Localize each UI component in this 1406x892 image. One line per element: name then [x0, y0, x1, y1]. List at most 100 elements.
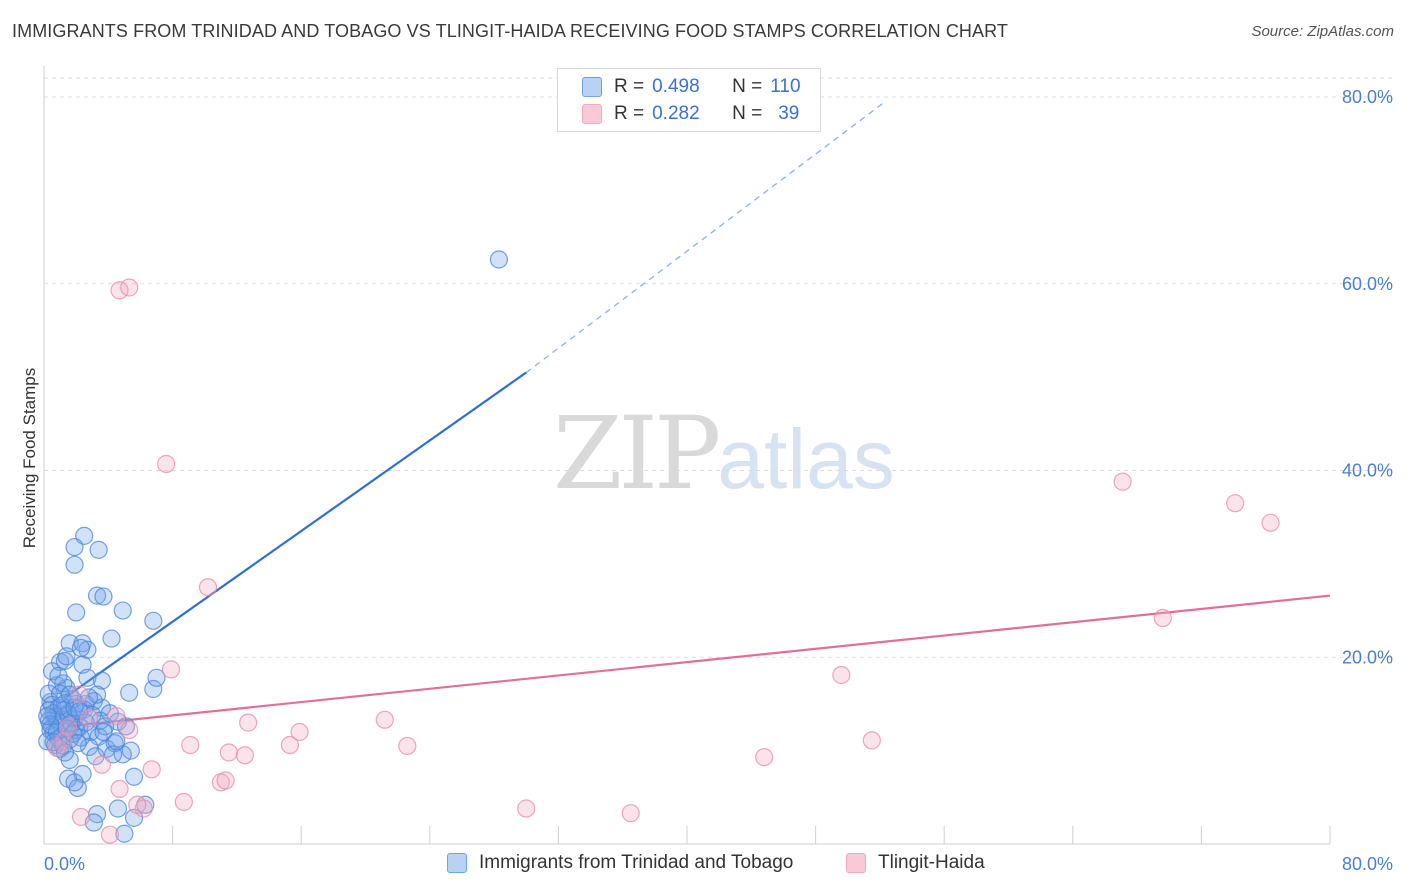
data-point-trinidad	[67, 603, 86, 622]
legend-n-label: N =	[732, 76, 763, 97]
stats-legend: R = 0.498 N = 110 R = 0.282 N = 39	[557, 68, 821, 132]
legend-row-series-2: R = 0.282 N = 39	[582, 102, 799, 126]
legend-r-label: R =	[614, 103, 645, 124]
data-point-trinidad	[65, 555, 84, 574]
data-point-trinidad	[78, 668, 97, 687]
data-point-tlingit	[235, 746, 255, 765]
data-point-tlingit	[290, 722, 309, 742]
data-point-tlingit	[755, 748, 774, 767]
data-point-trinidad	[144, 611, 163, 630]
data-point-tlingit	[517, 799, 536, 818]
data-point-trinidad	[144, 679, 163, 699]
bottom-legend-label-2: Tlingit-Haida	[878, 852, 985, 873]
data-point-trinidad	[108, 799, 128, 818]
data-point-trinidad	[102, 629, 121, 648]
bottom-legend-swatch-blue	[447, 853, 467, 873]
data-point-tlingit	[174, 792, 193, 812]
data-points	[38, 250, 1280, 844]
data-point-tlingit	[219, 743, 238, 762]
data-point-trinidad	[113, 601, 132, 620]
data-point-tlingit	[142, 760, 161, 779]
data-point-tlingit	[239, 713, 258, 732]
data-point-tlingit	[181, 735, 200, 755]
bottom-legend-item-2: Tlingit-Haida	[846, 852, 985, 874]
data-point-tlingit	[161, 660, 181, 679]
legend-r-value: 0.498	[652, 76, 700, 97]
data-point-tlingit	[120, 720, 139, 740]
y-tick-label: 60.0%	[1342, 274, 1393, 294]
y-tick-label: 40.0%	[1342, 461, 1393, 481]
data-point-trinidad	[71, 638, 91, 658]
data-point-tlingit	[110, 779, 129, 799]
bottom-legend-label-1: Immigrants from Trinidad and Tobago	[479, 852, 794, 873]
data-point-trinidad	[65, 537, 84, 557]
data-point-tlingit	[70, 685, 89, 704]
trend-lines	[65, 100, 1331, 728]
data-point-trinidad	[89, 540, 108, 559]
data-point-tlingit	[375, 710, 394, 729]
data-point-tlingit	[1226, 494, 1245, 513]
data-point-trinidad	[49, 666, 68, 686]
data-point-trinidad	[124, 767, 144, 786]
watermark-zip: ZIP	[553, 395, 721, 512]
x-tick-label: 0.0%	[44, 854, 85, 874]
y-axis-label: Receiving Food Stamps	[20, 368, 39, 548]
data-point-tlingit	[128, 795, 147, 814]
data-point-tlingit	[157, 454, 176, 474]
data-point-tlingit	[54, 732, 73, 751]
bottom-legend-item-1: Immigrants from Trinidad and Tobago	[447, 852, 793, 874]
chart-title: IMMIGRANTS FROM TRINIDAD AND TOBAGO VS T…	[12, 21, 1008, 41]
legend-n-value: 39	[778, 103, 800, 124]
watermark: ZIPatlas	[553, 395, 895, 512]
data-point-trinidad	[115, 824, 134, 843]
legend-r-label: R =	[614, 76, 645, 97]
data-point-tlingit	[198, 578, 218, 597]
data-point-tlingit	[47, 738, 66, 757]
data-point-tlingit	[107, 706, 126, 726]
watermark-atlas: atlas	[717, 412, 895, 506]
axes	[43, 66, 1331, 845]
data-point-tlingit	[1113, 472, 1132, 491]
data-point-trinidad	[120, 683, 139, 702]
data-point-tlingit	[621, 804, 640, 823]
data-point-trinidad	[57, 647, 76, 666]
x-tick-label: 80.0%	[1342, 854, 1393, 874]
data-point-trinidad	[50, 684, 70, 703]
data-point-trinidad	[87, 586, 107, 605]
trend-line-extension	[525, 100, 887, 373]
data-point-tlingit	[92, 755, 111, 774]
source-label: Source: ZipAtlas.com	[1251, 23, 1394, 40]
legend-r-value: 0.282	[652, 103, 700, 124]
data-point-tlingit	[71, 807, 91, 827]
data-point-trinidad	[94, 587, 113, 606]
data-point-tlingit	[398, 736, 417, 756]
data-point-trinidad	[38, 706, 57, 726]
data-point-tlingit	[1261, 513, 1280, 532]
legend-n-label: N =	[732, 103, 763, 124]
legend-row-series-1: R = 0.498 N = 110	[582, 75, 801, 99]
data-point-tlingit	[79, 708, 99, 728]
data-point-tlingit	[1153, 608, 1172, 628]
trend-line-trinidad	[65, 371, 527, 698]
data-point-trinidad	[68, 778, 87, 798]
data-point-tlingit	[280, 735, 300, 755]
data-point-trinidad	[78, 640, 97, 659]
data-point-trinidad	[489, 250, 509, 269]
axis-labels: 20.0% 40.0% 60.0% 80.0% 0.0% 80.0% Receiving F…	[20, 87, 1393, 874]
data-point-trinidad	[121, 741, 140, 760]
data-point-trinidad	[92, 671, 111, 690]
bottom-legend-swatch-pink	[846, 853, 866, 873]
data-point-tlingit	[59, 718, 78, 737]
legend-swatch-pink	[582, 104, 602, 124]
data-point-trinidad	[44, 733, 63, 752]
data-point-tlingit	[862, 731, 881, 750]
data-point-trinidad	[60, 685, 79, 704]
data-point-tlingit	[216, 771, 235, 790]
data-point-tlingit	[120, 278, 139, 297]
data-point-trinidad	[47, 722, 66, 742]
legend-n-value: 110	[770, 76, 801, 97]
data-point-trinidad	[147, 668, 166, 687]
y-tick-label: 80.0%	[1342, 87, 1393, 107]
legend-swatch-blue	[582, 77, 602, 97]
